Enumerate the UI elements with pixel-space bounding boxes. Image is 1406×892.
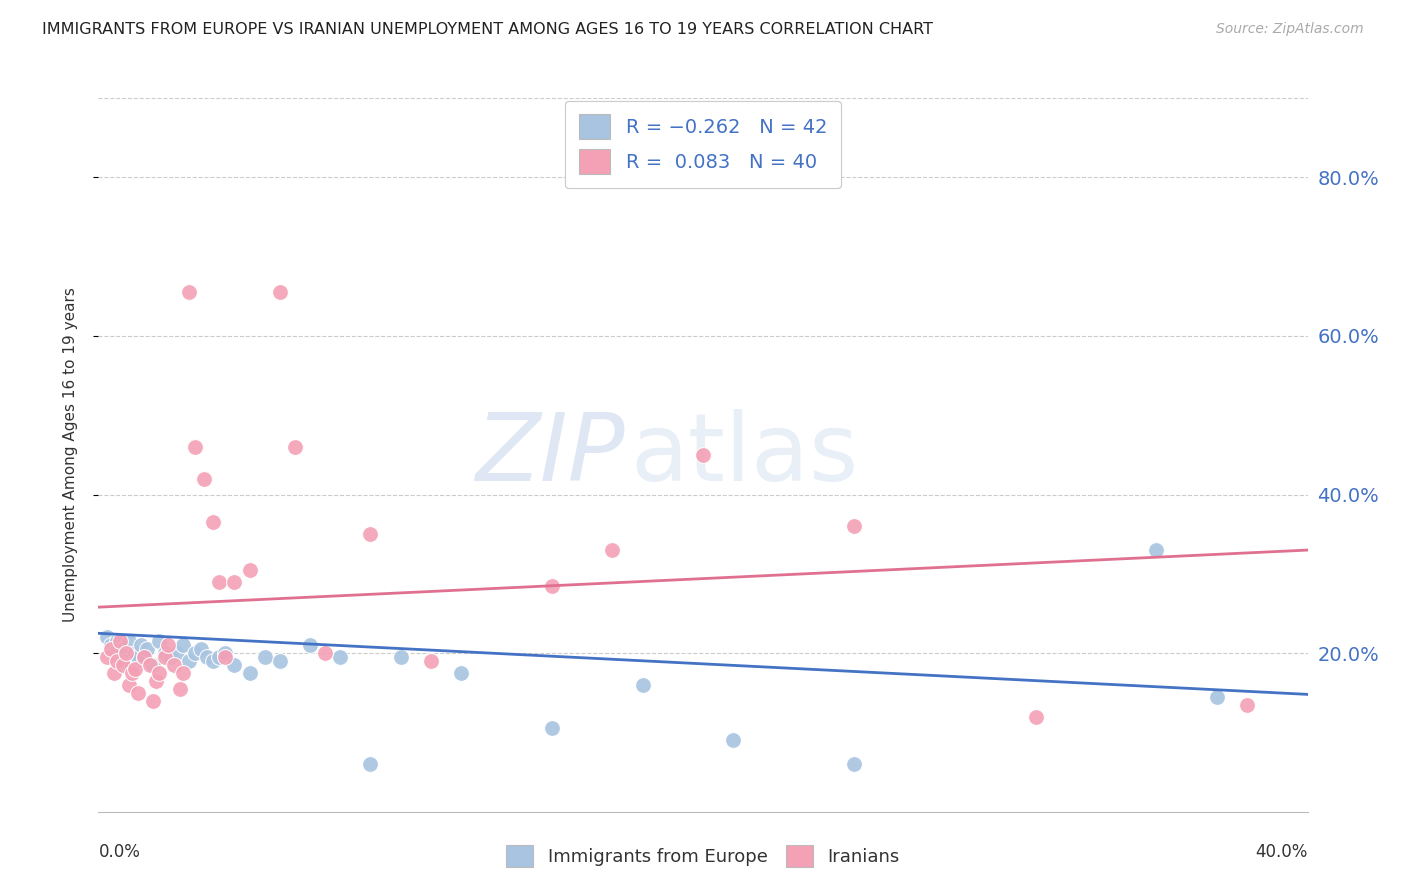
Point: [239, 665, 262, 680]
Point: [540, 579, 562, 593]
Legend: R = −0.262   N = 42, R =  0.083   N = 40: R = −0.262 N = 42, R = 0.083 N = 40: [565, 101, 841, 187]
Point: [299, 638, 322, 652]
Point: [314, 646, 336, 660]
Point: [121, 658, 143, 673]
Point: [193, 472, 215, 486]
Point: [284, 440, 307, 454]
Point: [202, 654, 225, 668]
Point: [100, 642, 122, 657]
Point: [105, 654, 128, 668]
Legend: Immigrants from Europe, Iranians: Immigrants from Europe, Iranians: [499, 838, 907, 874]
Point: [360, 757, 382, 772]
Point: [1144, 543, 1167, 558]
Point: [202, 516, 225, 530]
Point: [844, 757, 866, 772]
Point: [160, 650, 183, 665]
Point: [132, 650, 155, 665]
Point: [239, 563, 262, 577]
Point: [129, 638, 152, 652]
Point: [723, 733, 745, 747]
Point: [602, 543, 624, 558]
Point: [156, 638, 179, 652]
Point: [184, 646, 207, 660]
Point: [124, 662, 146, 676]
Point: [114, 646, 136, 660]
Point: [105, 634, 128, 648]
Point: [269, 285, 291, 300]
Point: [121, 665, 143, 680]
Point: [172, 665, 194, 680]
Point: [108, 634, 131, 648]
Point: [540, 722, 562, 736]
Point: [103, 646, 125, 660]
Point: [172, 638, 194, 652]
Point: [111, 642, 134, 657]
Text: 40.0%: 40.0%: [1256, 843, 1308, 861]
Point: [139, 658, 162, 673]
Text: Source: ZipAtlas.com: Source: ZipAtlas.com: [1216, 22, 1364, 37]
Point: [118, 678, 141, 692]
Point: [179, 285, 201, 300]
Text: 0.0%: 0.0%: [98, 843, 141, 861]
Point: [179, 654, 201, 668]
Point: [96, 650, 118, 665]
Point: [224, 658, 246, 673]
Point: [450, 665, 472, 680]
Point: [1206, 690, 1229, 704]
Point: [108, 650, 131, 665]
Text: IMMIGRANTS FROM EUROPE VS IRANIAN UNEMPLOYMENT AMONG AGES 16 TO 19 YEARS CORRELA: IMMIGRANTS FROM EUROPE VS IRANIAN UNEMPL…: [42, 22, 934, 37]
Y-axis label: Unemployment Among Ages 16 to 19 years: Unemployment Among Ages 16 to 19 years: [63, 287, 77, 623]
Point: [96, 630, 118, 644]
Point: [1024, 709, 1046, 723]
Text: atlas: atlas: [630, 409, 859, 501]
Point: [214, 646, 236, 660]
Point: [118, 634, 141, 648]
Point: [195, 650, 218, 665]
Point: [190, 642, 212, 657]
Point: [148, 634, 170, 648]
Point: [127, 686, 149, 700]
Point: [153, 650, 176, 665]
Point: [214, 650, 236, 665]
Point: [420, 654, 443, 668]
Point: [389, 650, 412, 665]
Point: [142, 658, 165, 673]
Point: [111, 658, 134, 673]
Point: [103, 665, 125, 680]
Point: [127, 650, 149, 665]
Point: [100, 638, 122, 652]
Point: [124, 646, 146, 660]
Point: [153, 646, 176, 660]
Point: [844, 519, 866, 533]
Point: [329, 650, 352, 665]
Point: [692, 448, 714, 462]
Text: ZIP: ZIP: [475, 409, 624, 500]
Point: [360, 527, 382, 541]
Point: [145, 673, 167, 688]
Point: [135, 642, 157, 657]
Point: [148, 665, 170, 680]
Point: [169, 681, 191, 696]
Point: [166, 646, 188, 660]
Point: [163, 658, 186, 673]
Point: [269, 654, 291, 668]
Point: [142, 694, 165, 708]
Point: [253, 650, 276, 665]
Point: [184, 440, 207, 454]
Point: [132, 650, 155, 665]
Point: [631, 678, 654, 692]
Point: [208, 650, 231, 665]
Point: [114, 654, 136, 668]
Point: [224, 574, 246, 589]
Point: [1236, 698, 1258, 712]
Point: [208, 574, 231, 589]
